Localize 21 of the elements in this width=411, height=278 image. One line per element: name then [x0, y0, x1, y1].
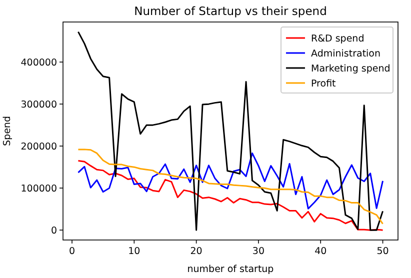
x-tick-label: 0 [68, 246, 76, 257]
line-series [77, 152, 384, 210]
line-series [77, 160, 384, 231]
y-tick-label: 200000 [20, 142, 57, 153]
x-tick-label: 40 [314, 246, 327, 257]
legend-label: Profit [311, 78, 336, 90]
legend-label: R&D spend [311, 34, 364, 44]
legend-label: Administration [311, 48, 381, 60]
y-tick-label: 400000 [20, 58, 57, 69]
y-tick-label: 100000 [20, 184, 57, 195]
x-tick-label: 20 [190, 246, 202, 257]
chart-title: Number of Startup vs their spend [134, 4, 327, 18]
legend-label: Marketing spend [311, 64, 390, 74]
x-tick-label: 30 [252, 246, 265, 257]
x-axis-title: number of startup [187, 264, 274, 275]
y-axis-title: Spend [2, 116, 13, 146]
x-tick-label: 50 [376, 246, 389, 257]
x-tick-label: 10 [128, 246, 140, 257]
y-tick-label: 0 [50, 226, 57, 237]
y-tick-label: 300000 [20, 100, 57, 111]
line-series [77, 148, 384, 225]
